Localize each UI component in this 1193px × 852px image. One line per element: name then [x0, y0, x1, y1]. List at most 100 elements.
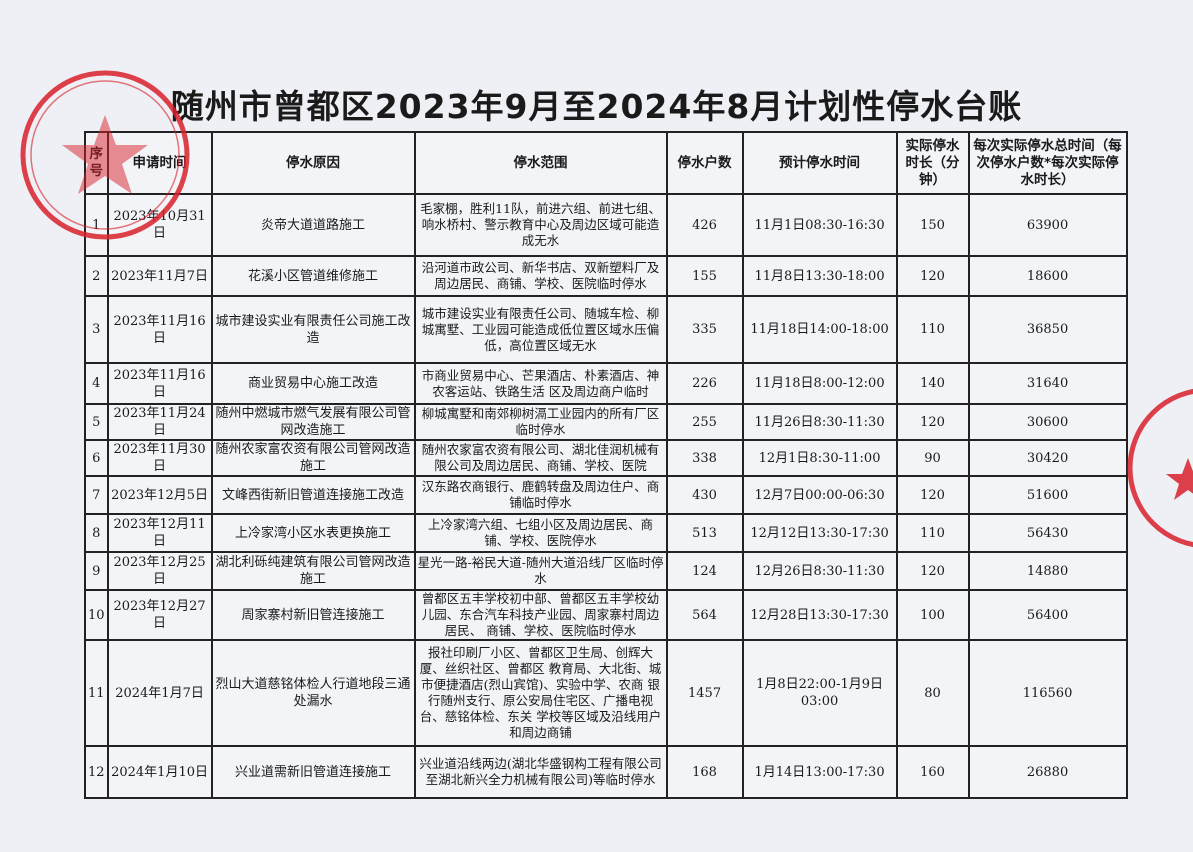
total-outage-time-cell: 36850 — [967, 295, 1128, 364]
row-number-cell: 2 — [84, 255, 109, 297]
application-date-cell: 2023年12月5日 — [106, 475, 213, 515]
outage-reason-cell: 城市建设实业有限责任公司施工改造 — [210, 295, 416, 364]
table-row: 3 2023年11月16日 城市建设实业有限责任公司施工改造 城市建设实业有限责任公司… — [84, 295, 1128, 364]
outage-range-cell: 市商业贸易中心、芒果酒店、朴素酒店、神农客运站、铁路生活 区及周边商户临时 — [413, 362, 668, 405]
household-count-cell: 430 — [665, 475, 744, 515]
row-number-cell: 12 — [84, 745, 109, 799]
total-outage-time-cell: 116560 — [967, 639, 1128, 747]
table-row: 12 2024年1月10日 兴业道需新旧管道连接施工 兴业道沿线两边(湖北华盛钢构工程… — [84, 745, 1128, 799]
outage-reason-cell: 花溪小区管道维修施工 — [210, 255, 416, 297]
application-date-cell: 2024年1月7日 — [106, 639, 213, 747]
row-number-cell: 3 — [84, 295, 109, 364]
household-count-cell: 124 — [665, 551, 744, 591]
actual-duration-cell: 140 — [895, 362, 970, 405]
planned-time-cell: 11月26日8:30-11:30 — [741, 403, 898, 441]
outage-range-cell: 星光一路-裕民大道-随州大道沿线厂区临时停水 — [413, 551, 668, 591]
outage-range-cell: 毛家棚，胜利11队，前进六组、前进七组、响水桥村、警示教育中心及周边区域可能造成… — [413, 193, 668, 257]
household-count-cell: 426 — [665, 193, 744, 257]
outage-range-cell: 兴业道沿线两边(湖北华盛钢构工程有限公司至湖北新兴全力机械有限公司)等临时停水 — [413, 745, 668, 799]
outage-range-cell: 城市建设实业有限责任公司、随城车检、柳城寓墅、工业园可能造成低位置区域水压偏低，… — [413, 295, 668, 364]
household-count-cell: 1457 — [665, 639, 744, 747]
outage-reason-cell: 随州中燃城市燃气发展有限公司管网改造施工 — [210, 403, 416, 441]
row-number-cell: 7 — [84, 475, 109, 515]
actual-duration-cell: 160 — [895, 745, 970, 799]
row-number-cell: 1 — [84, 193, 109, 257]
header-households: 停水户数 — [665, 131, 744, 195]
total-outage-time-cell: 14880 — [967, 551, 1128, 591]
total-outage-time-cell: 30600 — [967, 403, 1128, 441]
application-date-cell: 2024年1月10日 — [106, 745, 213, 799]
actual-duration-cell: 100 — [895, 589, 970, 641]
actual-duration-cell: 150 — [895, 193, 970, 257]
outage-reason-cell: 湖北利砾纯建筑有限公司管网改造施工 — [210, 551, 416, 591]
application-date-cell: 2023年11月24日 — [106, 403, 213, 441]
outage-reason-cell: 兴业道需新旧管道连接施工 — [210, 745, 416, 799]
application-date-cell: 2023年10月31日 — [106, 193, 213, 257]
actual-duration-cell: 120 — [895, 551, 970, 591]
application-date-cell: 2023年12月27日 — [106, 589, 213, 641]
row-number-cell: 10 — [84, 589, 109, 641]
total-outage-time-cell: 31640 — [967, 362, 1128, 405]
table-row: 5 2023年11月24日 随州中燃城市燃气发展有限公司管网改造施工 柳城寓墅和南郊柳… — [84, 403, 1128, 441]
table-row: 9 2023年12月25日 湖北利砾纯建筑有限公司管网改造施工 星光一路-裕民大道-随… — [84, 551, 1128, 591]
header-planned: 预计停水时间 — [741, 131, 898, 195]
planned-time-cell: 1月14日13:00-17:30 — [741, 745, 898, 799]
planned-time-cell: 12月7日00:00-06:30 — [741, 475, 898, 515]
header-actual: 实际停水时长（分钟） — [895, 131, 970, 195]
header-no: 序号 — [84, 131, 109, 195]
actual-duration-cell: 110 — [895, 295, 970, 364]
application-date-cell: 2023年11月30日 — [106, 439, 213, 477]
actual-duration-cell: 80 — [895, 639, 970, 747]
planned-time-cell: 11月1日08:30-16:30 — [741, 193, 898, 257]
planned-time-cell: 11月8日13:30-18:00 — [741, 255, 898, 297]
outage-reason-cell: 烈山大道慈铭体检人行道地段三通处漏水 — [210, 639, 416, 747]
document-title: 随州市曾都区2023年9月至2024年8月计划性停水台账 — [170, 87, 1023, 126]
table-row: 10 2023年12月27日 周家寨村新旧管连接施工 曾都区五丰学校初中部、曾都区五丰… — [84, 589, 1128, 641]
header-reason: 停水原因 — [210, 131, 416, 195]
company-seal-right — [1127, 388, 1193, 548]
household-count-cell: 226 — [665, 362, 744, 405]
household-count-cell: 155 — [665, 255, 744, 297]
outage-range-cell: 上冷家湾六组、七组小区及周边居民、商铺、学校、医院停水 — [413, 513, 668, 553]
application-date-cell: 2023年12月25日 — [106, 551, 213, 591]
actual-duration-cell: 110 — [895, 513, 970, 553]
outage-reason-cell: 上冷家湾小区水表更换施工 — [210, 513, 416, 553]
planned-time-cell: 12月26日8:30-11:30 — [741, 551, 898, 591]
planned-time-cell: 11月18日8:00-12:00 — [741, 362, 898, 405]
outage-range-cell: 柳城寓墅和南郊柳树滆工业园内的所有厂区临时停水 — [413, 403, 668, 441]
header-date: 申请时间 — [106, 131, 213, 195]
outage-range-cell: 沿河道市政公司、新华书店、双新塑料厂及周边居民、商铺、学校、医院临时停水 — [413, 255, 668, 297]
row-number-cell: 6 — [84, 439, 109, 477]
total-outage-time-cell: 30420 — [967, 439, 1128, 477]
outage-range-cell: 汉东路农商银行、鹿鹤转盘及周边住户、商铺临时停水 — [413, 475, 668, 515]
total-outage-time-cell: 56400 — [967, 589, 1128, 641]
planned-time-cell: 12月12日13:30-17:30 — [741, 513, 898, 553]
application-date-cell: 2023年12月11日 — [106, 513, 213, 553]
row-number-cell: 5 — [84, 403, 109, 441]
total-outage-time-cell: 26880 — [967, 745, 1128, 799]
outage-reason-cell: 随州农家富农资有限公司管网改造施工 — [210, 439, 416, 477]
planned-time-cell: 1月8日22:00-1月9日03:00 — [741, 639, 898, 747]
planned-time-cell: 11月18日14:00-18:00 — [741, 295, 898, 364]
household-count-cell: 335 — [665, 295, 744, 364]
outage-range-cell: 曾都区五丰学校初中部、曾都区五丰学校幼儿园、东合汽车科技产业园、周家寨村周边居民… — [413, 589, 668, 641]
outage-reason-cell: 炎帝大道道路施工 — [210, 193, 416, 257]
actual-duration-cell: 90 — [895, 439, 970, 477]
header-row: 序号 申请时间 停水原因 停水范围 停水户数 预计停水时间 实际停水时长（分钟）… — [84, 131, 1128, 195]
household-count-cell: 564 — [665, 589, 744, 641]
header-range: 停水范围 — [413, 131, 668, 195]
outage-range-cell: 随州农家富农资有限公司、湖北佳润机械有限公司及周边居民、商铺、学校、医院 — [413, 439, 668, 477]
planned-time-cell: 12月28日13:30-17:30 — [741, 589, 898, 641]
actual-duration-cell: 120 — [895, 475, 970, 515]
household-count-cell: 338 — [665, 439, 744, 477]
household-count-cell: 513 — [665, 513, 744, 553]
application-date-cell: 2023年11月16日 — [106, 362, 213, 405]
application-date-cell: 2023年11月16日 — [106, 295, 213, 364]
total-outage-time-cell: 51600 — [967, 475, 1128, 515]
planned-time-cell: 12月1日8:30-11:00 — [741, 439, 898, 477]
total-outage-time-cell: 63900 — [967, 193, 1128, 257]
table-row: 7 2023年12月5日 文峰西街新旧管道连接施工改造 汉东路农商银行、鹿鹤转盘及周边… — [84, 475, 1128, 515]
total-outage-time-cell: 56430 — [967, 513, 1128, 553]
actual-duration-cell: 120 — [895, 403, 970, 441]
water-outage-ledger-table: 序号 申请时间 停水原因 停水范围 停水户数 预计停水时间 实际停水时长（分钟）… — [84, 131, 1128, 799]
